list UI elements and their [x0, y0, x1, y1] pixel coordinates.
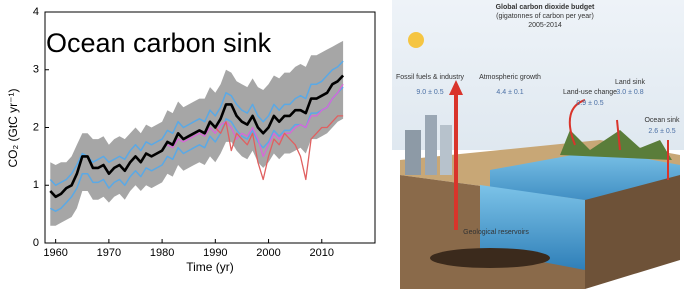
x-tick-label: 1980: [150, 247, 174, 259]
y-tick-label: 0: [33, 237, 39, 249]
x-tick-label: 1990: [203, 247, 227, 259]
label-value: 9.0 ± 0.5: [416, 89, 443, 96]
y-tick-label: 1: [33, 179, 39, 191]
label-name: Land sink: [615, 79, 645, 86]
y-tick-label: 2: [33, 121, 39, 133]
label-name: Fossil fuels & industry: [396, 74, 465, 81]
label-value: 3.0 ± 0.8: [616, 89, 643, 96]
building: [425, 115, 437, 175]
x-tick-label: 2000: [256, 247, 280, 259]
x-tick-label: 1960: [43, 247, 67, 259]
diagram-title: Global carbon dioxide budget: [496, 4, 595, 11]
label-name: Ocean sink: [644, 117, 680, 124]
diagram-subtitle: (gigatonnes of carbon per year): [496, 13, 594, 20]
figure: 0 1 2 3 4 1960 1970 1980 1990 2000 2010 Ocean carbo…: [0, 0, 688, 289]
chart: 0 1 2 3 4 1960 1970 1980 1990 2000 2010 Ocean carbo…: [6, 6, 375, 274]
label-name: Atmospheric growth: [479, 74, 541, 81]
building: [405, 130, 421, 175]
chart-title: Ocean carbon sink: [46, 28, 272, 58]
reservoir-label: Geological reservoirs: [463, 229, 529, 236]
label-value: 2.6 ± 0.5: [648, 128, 675, 135]
x-tick-label: 2010: [310, 247, 334, 259]
reservoir-shape: [430, 248, 550, 268]
y-tick-label: 3: [33, 64, 39, 76]
carbon-budget-diagram: Global carbon dioxide budget (gigatonnes…: [392, 0, 684, 289]
x-tick-label: 1970: [97, 247, 121, 259]
x-axis-label: Time (yr): [186, 260, 234, 274]
y-tick-label: 4: [33, 6, 39, 18]
sun: [408, 32, 424, 48]
label-name: Land-use change: [563, 89, 617, 96]
page: 0 1 2 3 4 1960 1970 1980 1990 2000 2010 Ocean carbo…: [0, 0, 688, 289]
diagram-period: 2005-2014: [528, 22, 562, 29]
y-axis-label: CO₂ (GtC yr⁻¹): [6, 89, 20, 168]
label-value: 0.9 ± 0.5: [576, 100, 603, 107]
building: [440, 125, 452, 175]
label-value: 4.4 ± 0.1: [496, 89, 523, 96]
